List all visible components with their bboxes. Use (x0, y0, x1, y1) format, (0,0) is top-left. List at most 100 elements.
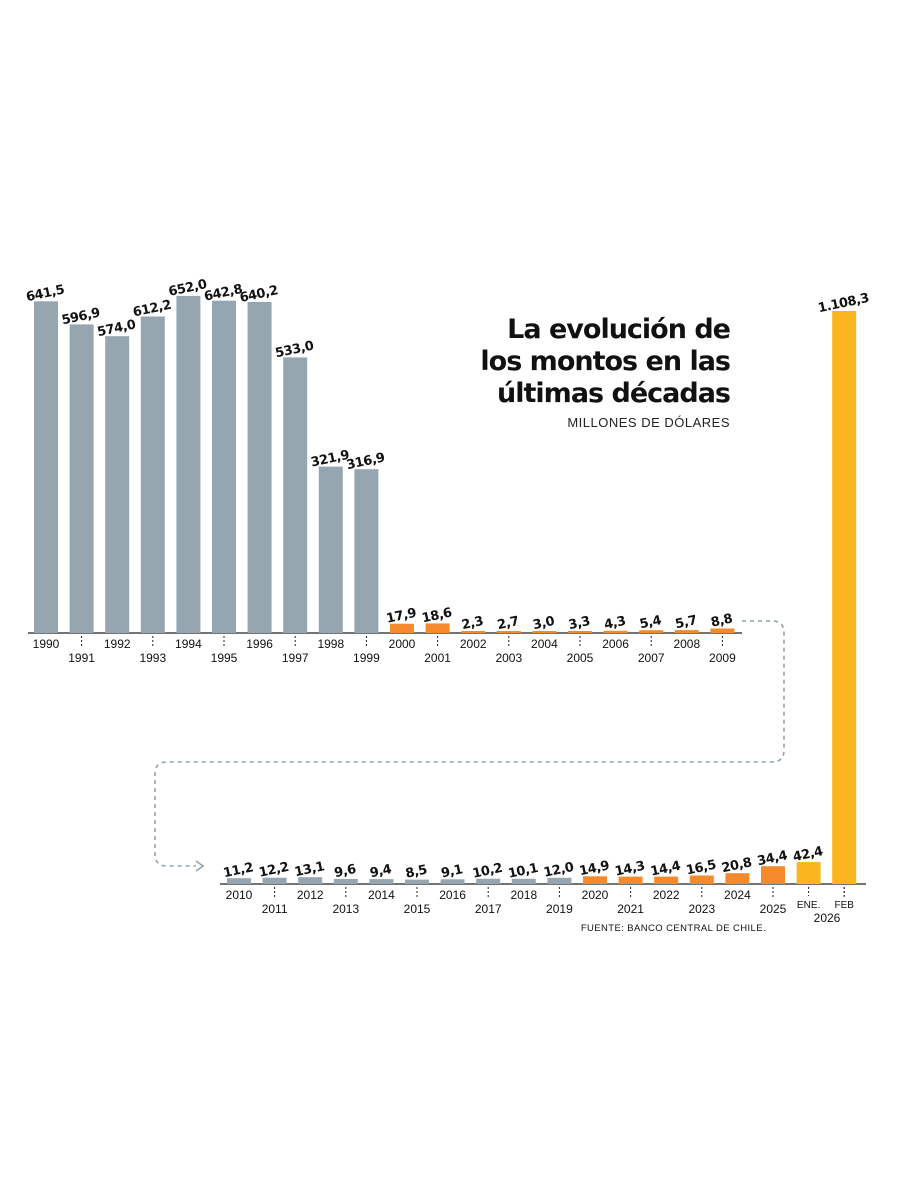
top-panel: 641,51990596,91991574,01992612,21993652,… (25, 277, 742, 665)
bar-1995 (212, 300, 236, 633)
tick-label-2009: 2009 (709, 651, 736, 665)
bar-2008 (674, 630, 699, 633)
value-label-2005: 3,3 (567, 614, 592, 633)
bar-1990 (34, 301, 58, 633)
bar-ene (796, 862, 821, 884)
tick-label-2023: 2023 (688, 902, 715, 916)
value-label-2023: 16,5 (685, 858, 718, 879)
value-label-2012: 13,1 (293, 859, 326, 880)
value-label-2022: 14,4 (649, 859, 682, 880)
tick-label-2006: 2006 (602, 637, 629, 651)
bar-1992 (105, 336, 130, 633)
value-label-2021: 14,3 (614, 859, 647, 880)
value-label-2014: 9,4 (369, 862, 394, 881)
bar-2011 (262, 877, 287, 884)
bar-2019 (547, 877, 572, 884)
value-label-2020: 14,9 (578, 858, 611, 879)
connector-arrowhead-icon (195, 860, 205, 872)
tick-label-2018: 2018 (510, 888, 537, 902)
bar-2002 (461, 631, 486, 633)
tick-label-1995: 1995 (211, 651, 238, 665)
bar-2009 (710, 628, 735, 633)
tick-label-2001: 2001 (424, 651, 451, 665)
tick-label-1996: 1996 (246, 637, 273, 651)
tick-label-ene: ENE. (797, 900, 820, 911)
value-label-2008: 5,7 (674, 613, 699, 632)
chart-subtitle: MILLONES DE DÓLARES (567, 415, 730, 430)
value-label-2016: 9,1 (440, 862, 465, 881)
bar-2021 (618, 876, 643, 884)
bar-2022 (654, 876, 679, 884)
tick-label-2003: 2003 (495, 651, 522, 665)
bar-2020 (583, 876, 607, 884)
tick-label-1991: 1991 (68, 651, 95, 665)
bar-2010 (227, 878, 251, 884)
tick-label-2017: 2017 (475, 902, 502, 916)
value-label-2003: 2,7 (496, 614, 521, 633)
value-label-2000: 17,9 (385, 606, 418, 627)
value-label-2002: 2,3 (460, 614, 485, 633)
value-label-2006: 4,3 (603, 614, 628, 633)
tick-label-1998: 1998 (317, 637, 344, 651)
source-note: FUENTE: BANCO CENTRAL DE CHILE. (581, 923, 766, 934)
bar-1997 (283, 357, 308, 633)
bar-2017 (476, 878, 501, 884)
tick-label-2020: 2020 (582, 888, 609, 902)
tick-label-2008: 2008 (673, 637, 700, 651)
tick-label-1993: 1993 (139, 651, 166, 665)
tick-label-2021: 2021 (617, 902, 644, 916)
chart-title: La evolución de los montos en las última… (480, 314, 731, 430)
tick-label-2016: 2016 (439, 888, 466, 902)
value-label-2017: 10,2 (471, 861, 504, 882)
tick-label-2011: 2011 (262, 902, 288, 916)
bar-2016 (440, 879, 465, 884)
title-line-2: los montos en las (480, 346, 730, 377)
tick-label-2025: 2025 (760, 902, 787, 916)
value-label-2025: 34,4 (756, 848, 789, 869)
bar-2023 (689, 875, 714, 884)
bar-2004 (532, 631, 557, 633)
value-label-2001: 18,6 (421, 605, 454, 626)
tick-label-2014: 2014 (368, 888, 395, 902)
tick-label-2013: 2013 (332, 902, 359, 916)
bar-2003 (496, 631, 521, 633)
bar-2014 (369, 879, 394, 884)
value-label-2010: 11,2 (222, 860, 255, 881)
tick-label-1990: 1990 (33, 637, 60, 651)
bar-2013 (333, 879, 358, 884)
bar-2006 (603, 630, 628, 633)
tick-label-2010: 2010 (226, 888, 253, 902)
bar-1991 (69, 324, 94, 633)
value-label-2009: 8,8 (710, 611, 735, 630)
tick-label-1994: 1994 (175, 637, 202, 651)
bar-1993 (140, 316, 165, 633)
tick-label-2022: 2022 (653, 888, 680, 902)
bar-2015 (405, 879, 429, 884)
bottom-panel: 11,2 2010 12,2 2011 13,1 2012 9,6 2013 9,4 2014 8,… (220, 291, 871, 916)
bar-1996 (247, 302, 272, 633)
tick-label-2012: 2012 (297, 888, 324, 902)
bar-2018 (511, 878, 536, 884)
tick-label-2015: 2015 (404, 902, 431, 916)
tick-label-2019: 2019 (546, 902, 573, 916)
connector-arrow-line (154, 620, 785, 867)
bar-1994 (176, 295, 201, 633)
tick-label-2007: 2007 (638, 651, 665, 665)
bar-1999 (354, 469, 379, 633)
value-label-2007: 5,4 (638, 613, 663, 632)
value-label-2015: 8,5 (404, 863, 429, 882)
bar-2005 (568, 631, 592, 633)
tick-label-1992: 1992 (104, 637, 131, 651)
bar-2024 (725, 873, 750, 884)
value-label-2011: 12,2 (258, 860, 291, 881)
value-label-2024: 20,8 (720, 855, 753, 876)
value-label-2019: 12,0 (542, 860, 575, 881)
title-line-1: La evolución de (507, 314, 730, 345)
tick-label-2024: 2024 (724, 888, 751, 902)
bar-feb (832, 311, 857, 884)
tick-label-2005: 2005 (567, 651, 594, 665)
value-label-2013: 9,6 (333, 862, 358, 881)
title-line-3: últimas décadas (497, 378, 730, 409)
tick-label-2026: 2026 (814, 911, 841, 925)
